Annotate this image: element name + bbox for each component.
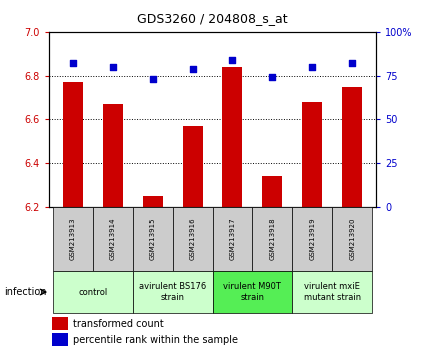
Bar	[342, 87, 362, 207]
Text: GSM213914: GSM213914	[110, 218, 116, 260]
Text: virulent mxiE
mutant strain: virulent mxiE mutant strain	[304, 282, 361, 302]
Bar	[252, 207, 292, 271]
Bar	[53, 207, 93, 271]
Text: avirulent BS176
strain: avirulent BS176 strain	[139, 282, 206, 302]
Point	[229, 57, 236, 63]
Text: GSM213917: GSM213917	[230, 218, 235, 260]
Text: GSM213919: GSM213919	[309, 218, 315, 260]
Bar	[222, 67, 242, 207]
Text: virulent M90T
strain: virulent M90T strain	[224, 282, 281, 302]
Bar	[173, 207, 212, 271]
Bar	[332, 207, 372, 271]
Text: control: control	[78, 287, 108, 297]
Bar	[52, 333, 68, 346]
Point	[269, 75, 276, 80]
Point	[69, 61, 76, 66]
Bar	[292, 207, 332, 271]
Bar	[103, 104, 123, 207]
Text: GDS3260 / 204808_s_at: GDS3260 / 204808_s_at	[137, 12, 288, 25]
Bar	[133, 207, 173, 271]
Bar	[262, 176, 282, 207]
Text: GSM213916: GSM213916	[190, 218, 196, 260]
Point	[349, 61, 356, 66]
Text: transformed count: transformed count	[74, 319, 164, 329]
Bar	[133, 271, 212, 313]
Bar	[63, 82, 83, 207]
Text: GSM213918: GSM213918	[269, 218, 275, 260]
Point	[149, 76, 156, 82]
Bar	[212, 271, 292, 313]
Bar	[93, 207, 133, 271]
Point	[109, 64, 116, 70]
Bar	[143, 196, 163, 207]
Text: percentile rank within the sample: percentile rank within the sample	[74, 335, 238, 344]
Text: GSM213920: GSM213920	[349, 218, 355, 260]
Text: GSM213913: GSM213913	[70, 218, 76, 260]
Bar	[212, 207, 252, 271]
Text: GSM213915: GSM213915	[150, 218, 156, 260]
Point	[189, 66, 196, 72]
Bar	[183, 126, 203, 207]
Point	[309, 64, 316, 70]
Bar	[292, 271, 372, 313]
Bar	[302, 102, 322, 207]
Bar	[52, 318, 68, 330]
Bar	[53, 271, 133, 313]
Text: infection: infection	[4, 287, 47, 297]
